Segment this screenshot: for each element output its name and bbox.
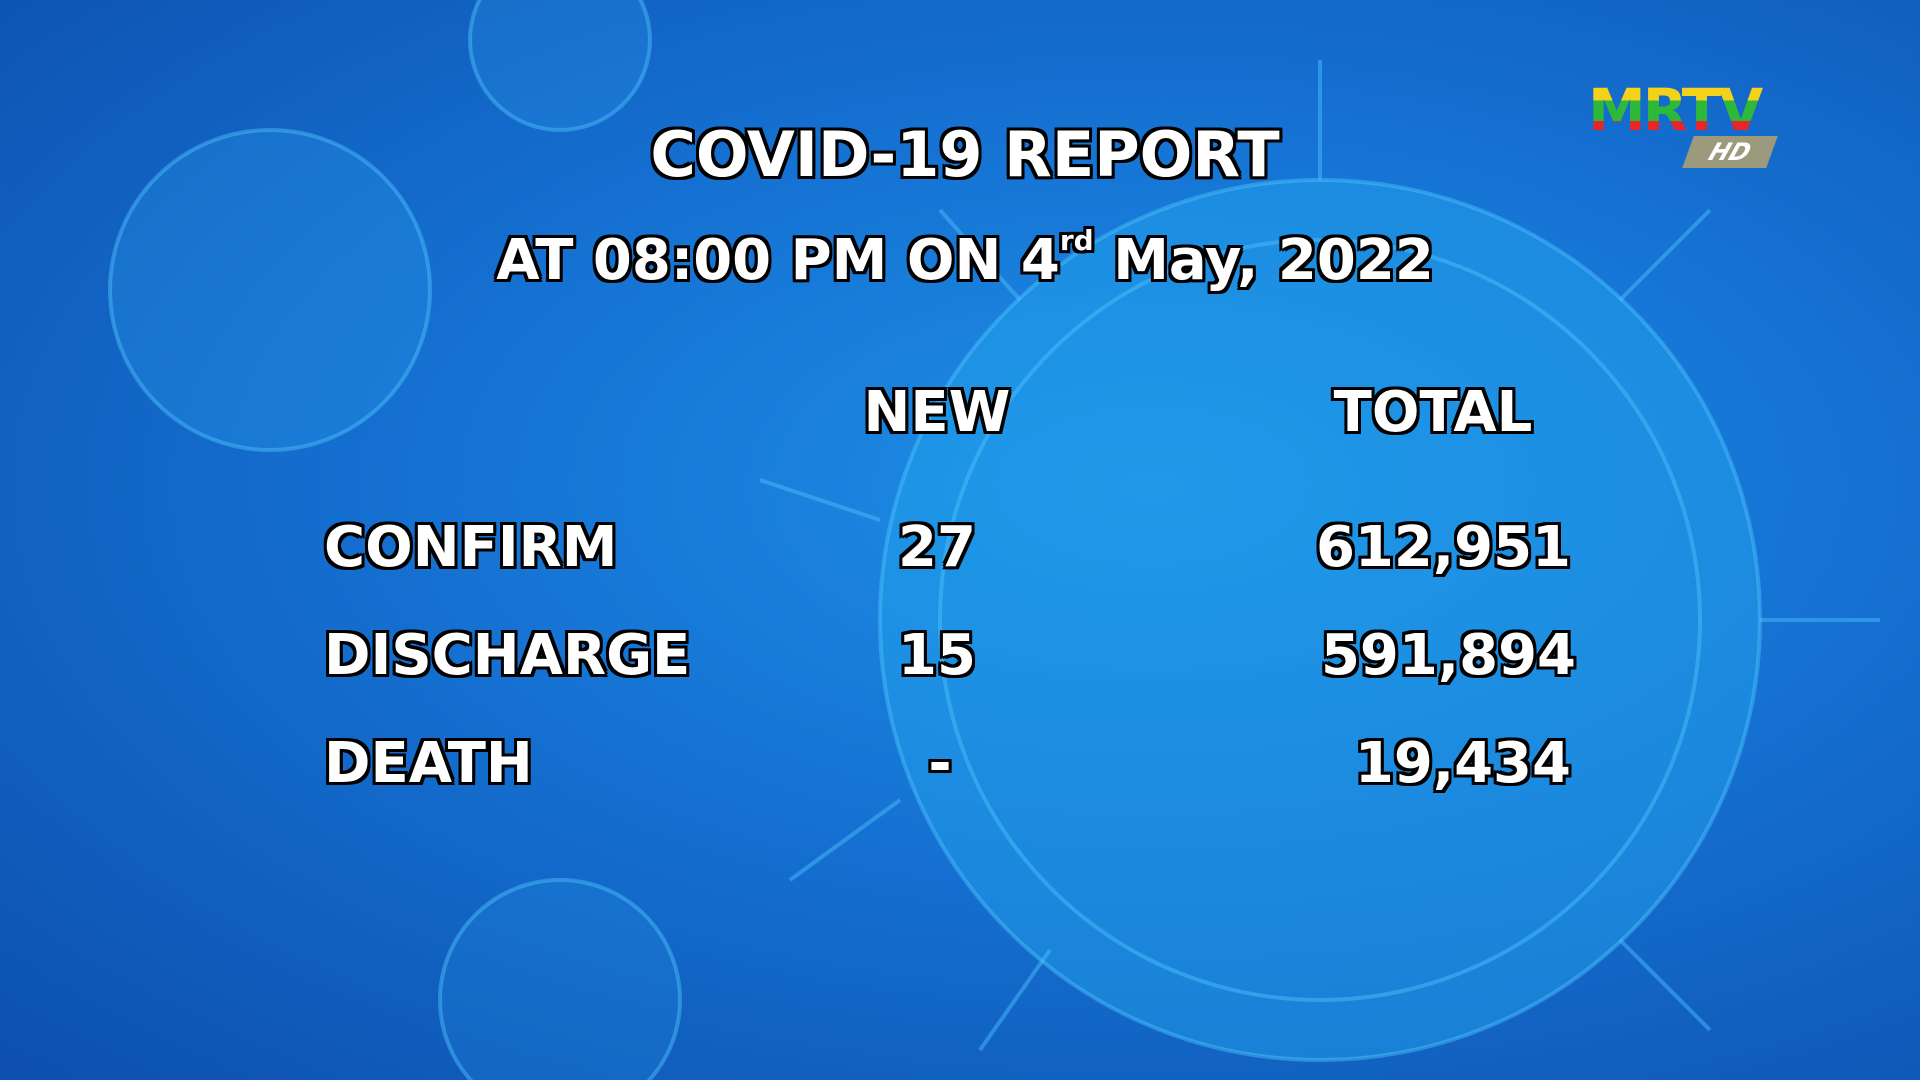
death-total: 19,434 (1354, 731, 1571, 796)
confirm-new: 27 (898, 515, 976, 580)
row-label-confirm: CONFIRM (324, 515, 618, 580)
death-new: - (928, 731, 952, 796)
column-header-new: NEW (863, 380, 1011, 445)
discharge-new: 15 (898, 623, 976, 688)
discharge-total: 591,894 (1320, 623, 1576, 688)
datetime-text: AT 08:00 PM ON 4 (496, 228, 1060, 293)
hd-badge: HD (1682, 136, 1778, 168)
datetime-rest: May, 2022 (1093, 228, 1434, 293)
mrtv-logo: MRTV HD (1588, 81, 1788, 172)
row-label-death: DEATH (324, 731, 533, 796)
logo-text: MRTV (1588, 81, 1788, 139)
confirm-total: 612,951 (1315, 515, 1571, 580)
report-datetime: AT 08:00 PM ON 4rd May, 2022 (0, 224, 1920, 293)
row-label-discharge: DISCHARGE (324, 623, 691, 688)
report-title: COVID-19 REPORT (650, 118, 1280, 191)
ordinal-suffix: rd (1059, 224, 1094, 257)
column-header-total: TOTAL (1333, 380, 1533, 445)
